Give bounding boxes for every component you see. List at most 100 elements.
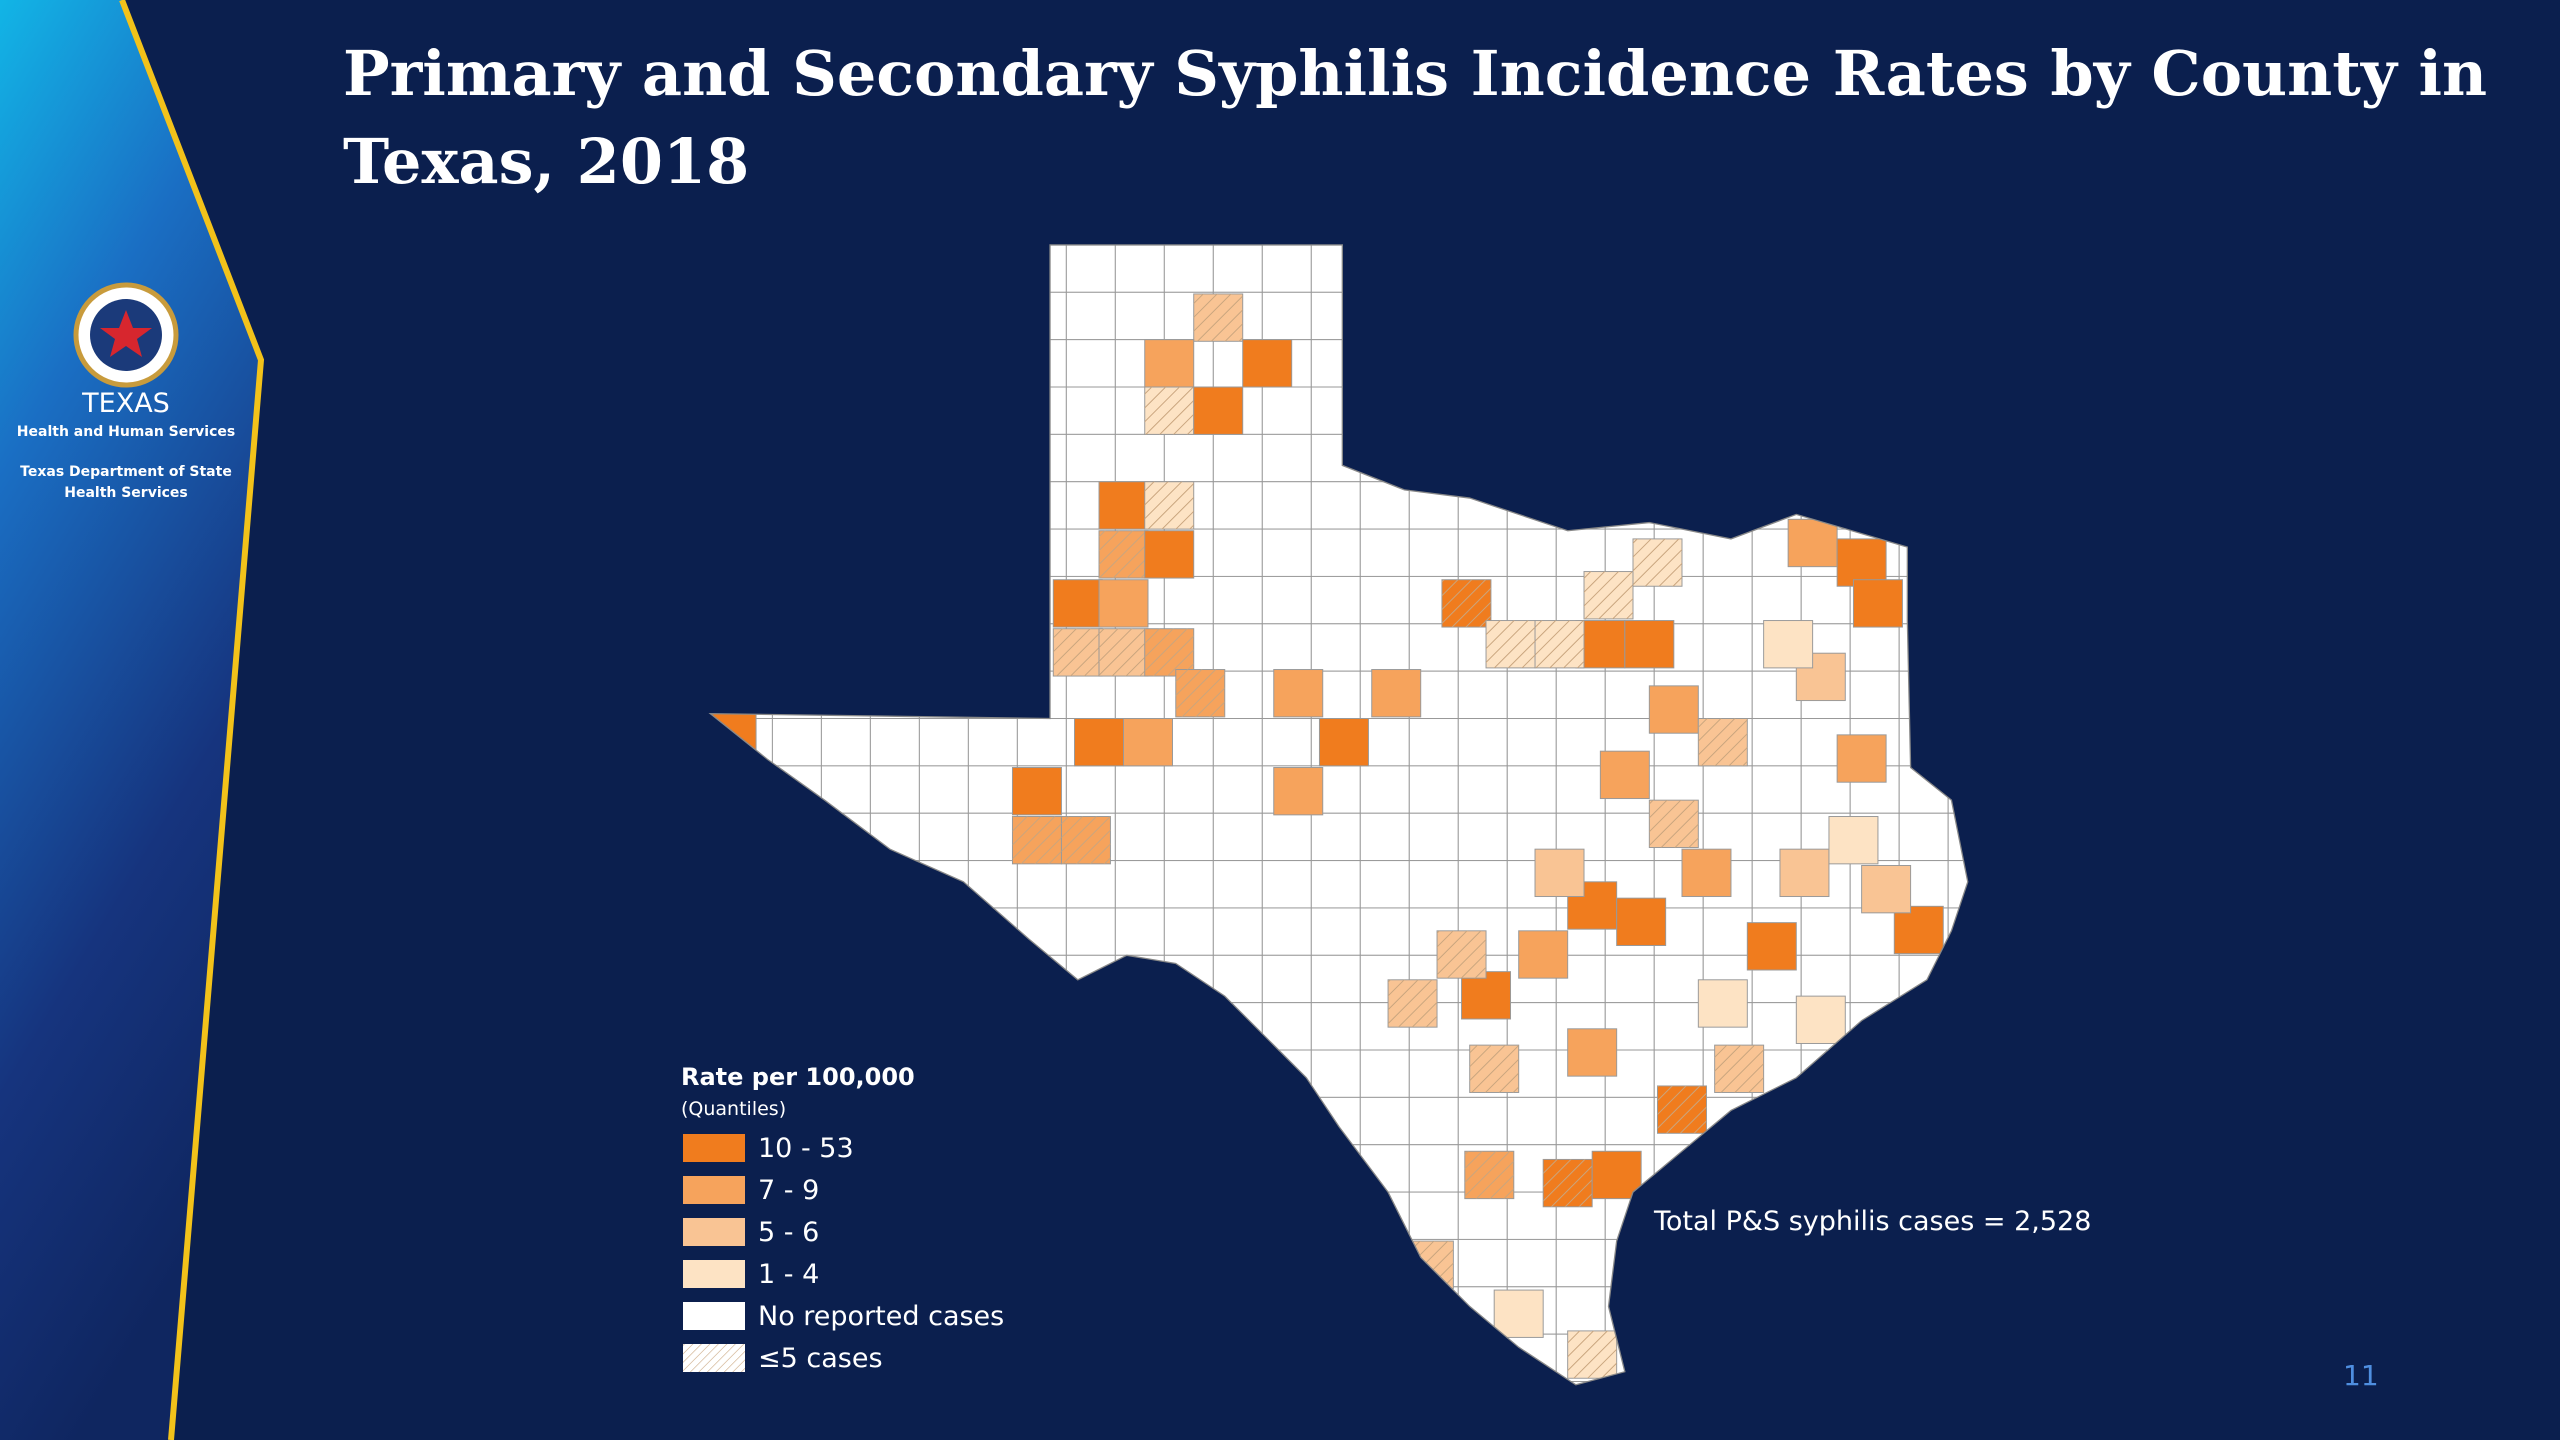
- county: [1359, 481, 1410, 530]
- county: [1261, 1333, 1312, 1383]
- county: [869, 575, 920, 625]
- county: [1898, 1238, 1949, 1288]
- county: [1408, 386, 1459, 435]
- county: [918, 718, 969, 767]
- legend-title: Rate per 100,000: [681, 1063, 915, 1091]
- county-rate: [1273, 767, 1324, 816]
- county: [1163, 244, 1214, 293]
- county: [820, 860, 871, 909]
- county: [1849, 244, 1900, 293]
- county: [869, 1381, 920, 1385]
- county: [1702, 244, 1753, 293]
- county: [820, 1191, 871, 1240]
- county: [1653, 339, 1704, 388]
- county-rate: [1518, 930, 1569, 979]
- county: [820, 954, 871, 1004]
- county: [1261, 860, 1312, 909]
- county-hatch: [1012, 816, 1062, 864]
- county: [869, 1002, 920, 1051]
- county: [1359, 339, 1410, 388]
- county: [1800, 1096, 1851, 1146]
- county-rate: [1795, 995, 1846, 1044]
- county: [1310, 291, 1361, 341]
- county: [1555, 339, 1606, 388]
- county: [1604, 1286, 1655, 1335]
- county: [918, 1238, 969, 1288]
- county: [1898, 1333, 1949, 1383]
- county: [1898, 812, 1949, 862]
- county: [1016, 860, 1067, 909]
- county: [918, 765, 969, 814]
- county: [967, 623, 1018, 672]
- county-hatch: [1633, 538, 1682, 587]
- county: [820, 1002, 871, 1051]
- county: [1653, 481, 1704, 530]
- county: [1751, 1333, 1802, 1383]
- county-rate: [1828, 816, 1879, 865]
- county: [1653, 1002, 1704, 1051]
- county: [967, 386, 1018, 435]
- county: [918, 1333, 969, 1383]
- county: [1408, 1049, 1459, 1098]
- legend-label: ≤5 cases: [758, 1343, 883, 1374]
- county: [1506, 291, 1557, 341]
- county: [1849, 1238, 1900, 1288]
- county: [1261, 1381, 1312, 1385]
- county: [1751, 244, 1802, 293]
- county: [1408, 1333, 1459, 1383]
- county-rate: [1861, 865, 1912, 914]
- county: [1898, 1381, 1949, 1385]
- county: [1800, 1333, 1851, 1383]
- county: [967, 433, 1018, 483]
- county: [1702, 386, 1753, 435]
- county: [1065, 1049, 1116, 1098]
- county: [869, 765, 920, 814]
- county: [1310, 481, 1361, 530]
- county: [1310, 339, 1361, 388]
- county: [1016, 291, 1067, 341]
- county: [710, 339, 724, 388]
- county: [1065, 765, 1116, 814]
- county: [710, 1002, 724, 1051]
- county: [1359, 860, 1410, 909]
- county-rate: [1074, 718, 1124, 767]
- county: [1114, 1096, 1165, 1146]
- county: [1065, 1144, 1116, 1193]
- county: [1212, 1333, 1263, 1383]
- county: [967, 670, 1018, 720]
- legend-swatch: [683, 1134, 745, 1162]
- county: [1751, 1286, 1802, 1335]
- county-hatch: [1567, 1330, 1617, 1379]
- county: [1310, 954, 1361, 1004]
- county: [1849, 1333, 1900, 1383]
- county: [1065, 670, 1116, 720]
- county: [1555, 765, 1606, 814]
- county: [1898, 718, 1949, 767]
- county: [1751, 1002, 1802, 1051]
- county: [918, 575, 969, 625]
- county: [1457, 670, 1508, 720]
- county: [869, 954, 920, 1004]
- county: [771, 954, 822, 1004]
- county: [967, 907, 1018, 956]
- county: [967, 1049, 1018, 1098]
- county: [1849, 339, 1900, 388]
- county: [1310, 860, 1361, 909]
- county: [1457, 433, 1508, 483]
- county: [820, 244, 871, 293]
- county: [1702, 1144, 1753, 1193]
- county: [771, 339, 822, 388]
- county: [1261, 623, 1312, 672]
- county: [918, 1381, 969, 1385]
- county: [1800, 1238, 1851, 1288]
- county: [1898, 670, 1949, 720]
- county: [1359, 623, 1410, 672]
- county: [1359, 765, 1410, 814]
- county: [918, 291, 969, 341]
- county: [722, 575, 773, 625]
- county-rate: [1098, 579, 1149, 628]
- county: [1898, 386, 1949, 435]
- county: [869, 623, 920, 672]
- county: [1163, 433, 1214, 483]
